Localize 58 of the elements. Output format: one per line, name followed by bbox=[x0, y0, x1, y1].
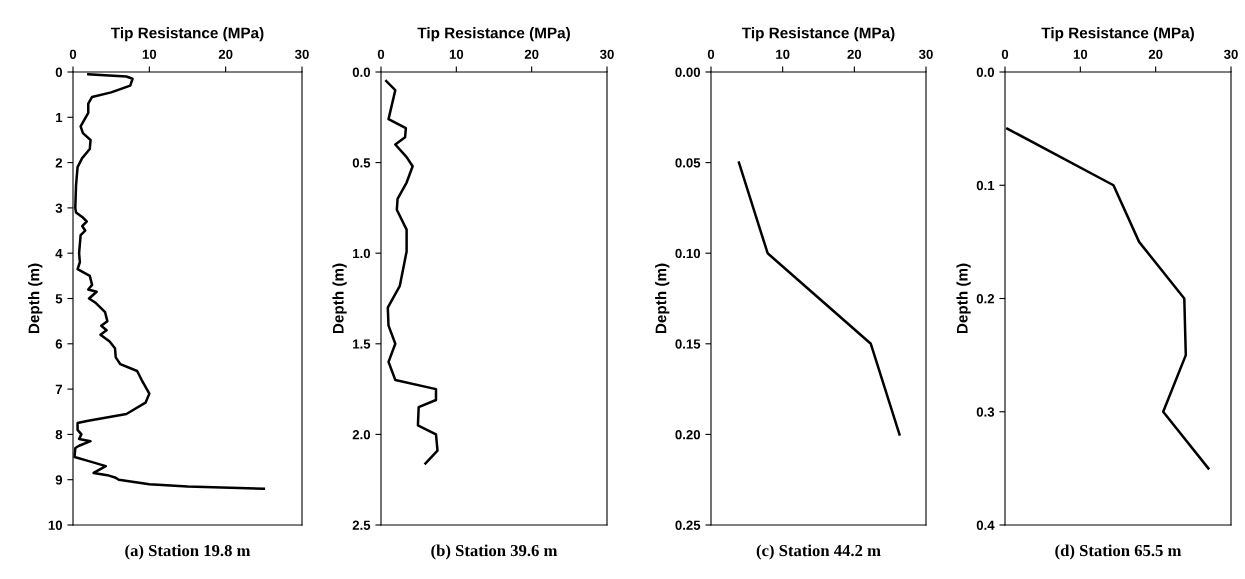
x-axis-title: Tip Resistance (MPa) bbox=[1041, 27, 1194, 42]
text: (a) Station 19.8 m bbox=[125, 544, 251, 560]
x-tick-label: 20 bbox=[1148, 49, 1163, 59]
x-tick-label: 20 bbox=[218, 49, 233, 59]
y-tick-label: 6 bbox=[55, 339, 63, 349]
x-tick-label: 30 bbox=[599, 49, 614, 59]
y-tick-label: 2.0 bbox=[352, 429, 371, 440]
y-tick-label: 0 bbox=[55, 67, 63, 77]
y-axis-title: Depth (m) bbox=[655, 263, 670, 334]
x-tick-label: 0 bbox=[69, 49, 77, 59]
y-tick-label: 0.1 bbox=[976, 180, 995, 191]
y-tick-label: 7 bbox=[55, 384, 62, 394]
y-tick-label: 0.00 bbox=[675, 67, 701, 77]
x-tick-label: 10 bbox=[449, 49, 464, 59]
x-tick-label: 30 bbox=[294, 49, 309, 59]
y-tick-label: 0.4 bbox=[976, 520, 995, 530]
line-series bbox=[737, 161, 901, 436]
y-tick-label: 9 bbox=[55, 475, 63, 485]
y-tick-label: 0.3 bbox=[976, 407, 995, 417]
x-tick-label: 0 bbox=[377, 49, 385, 59]
x-tick-label: 10 bbox=[776, 49, 790, 59]
y-tick-label: 4 bbox=[55, 248, 63, 258]
y-tick-label: 2.5 bbox=[352, 520, 371, 530]
y-tick-label: 0.0 bbox=[976, 67, 995, 77]
x-tick-label: 0 bbox=[707, 49, 715, 59]
y-tick-label: 0.20 bbox=[675, 429, 701, 440]
text: (b) Station 39.6 m bbox=[431, 544, 558, 560]
y-tick-label: 1.5 bbox=[353, 339, 371, 349]
y-tick-label: 0.2 bbox=[976, 294, 995, 304]
x-tick-label: 20 bbox=[524, 49, 539, 59]
y-axis-title: Depth (m) bbox=[332, 263, 347, 334]
x-tick-label: 0 bbox=[1001, 49, 1009, 59]
y-tick-label: 3 bbox=[55, 203, 63, 213]
y-tick-label: 1.0 bbox=[353, 248, 371, 259]
y-tick-label: 8 bbox=[55, 429, 63, 440]
y-tick-label: 0.5 bbox=[352, 158, 371, 168]
y-tick-label: 0.0 bbox=[352, 67, 371, 77]
x-tick-label: 30 bbox=[1223, 49, 1238, 59]
x-tick-label: 10 bbox=[142, 49, 157, 59]
y-tick-label: 0.10 bbox=[675, 248, 701, 259]
text: (c) Station 44.2 m bbox=[756, 544, 881, 560]
y-axis-title: Depth (m) bbox=[28, 263, 43, 334]
y-tick-label: 0.15 bbox=[675, 339, 701, 349]
y-tick-label: 2 bbox=[55, 158, 63, 168]
y-axis-title: Depth (m) bbox=[956, 263, 971, 334]
y-tick-label: 5 bbox=[55, 294, 63, 304]
x-axis-title: Tip Resistance (MPa) bbox=[741, 27, 895, 42]
x-axis-title: Tip Resistance (MPa) bbox=[110, 27, 264, 42]
text: (d) Station 65.5 m bbox=[1055, 544, 1182, 560]
line-series bbox=[385, 79, 439, 465]
y-tick-label: 0.05 bbox=[675, 158, 701, 168]
y-tick-label: 1 bbox=[56, 113, 63, 123]
x-axis-title: Tip Resistance (MPa) bbox=[417, 27, 570, 42]
x-tick-label: 30 bbox=[918, 49, 933, 59]
x-tick-label: 10 bbox=[1073, 49, 1088, 59]
x-tick-label: 20 bbox=[847, 49, 862, 59]
y-tick-label: 10 bbox=[48, 520, 63, 530]
y-tick-label: 0.25 bbox=[675, 520, 701, 530]
